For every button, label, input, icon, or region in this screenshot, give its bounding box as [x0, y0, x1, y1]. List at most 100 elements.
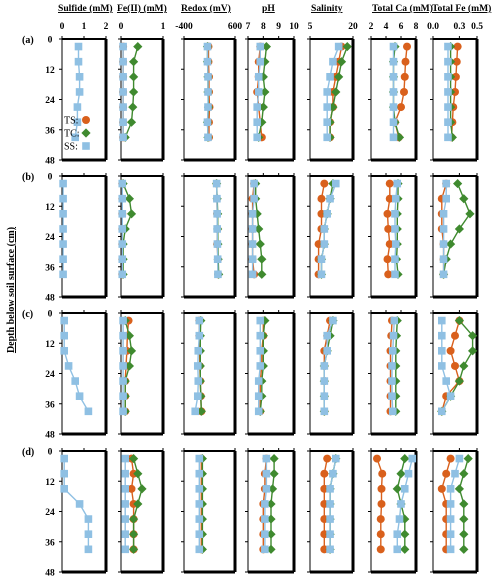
point-SS — [60, 347, 68, 355]
point-SS — [262, 485, 271, 493]
point-TC — [129, 57, 139, 67]
y-tick-label: 24 — [45, 508, 55, 518]
x-tick-label: 4 — [384, 22, 389, 32]
subplot — [245, 310, 296, 436]
point-TC — [459, 194, 469, 204]
y-tick-label: 48 — [45, 569, 55, 579]
legend-label: TS: — [64, 116, 78, 127]
point-TC — [129, 87, 139, 97]
point-TC — [465, 209, 475, 219]
x-tick-label: 0 — [119, 22, 124, 32]
point-SS — [262, 469, 271, 478]
x-tick-label: 7 — [246, 22, 251, 32]
y-axis-title: Depth below soil surface (cm) — [6, 227, 17, 353]
point-TC — [459, 514, 469, 524]
point-SS — [59, 270, 67, 279]
point-SS — [329, 469, 337, 478]
point-SS — [121, 515, 129, 523]
point-TC — [454, 484, 464, 494]
point-SS — [254, 407, 263, 416]
subplot: 0 12 24 36 48 — [45, 173, 108, 304]
point-SS — [320, 392, 329, 400]
column-headers: Sulfide (mM) Fe(II) (mM) Redox (mV) pH Salin… — [58, 3, 491, 14]
point-SS — [320, 225, 329, 233]
point-SS — [254, 377, 263, 385]
point-TC — [128, 102, 138, 112]
point-SS — [64, 362, 73, 370]
point-SS — [442, 179, 450, 188]
point-SS — [213, 194, 221, 203]
point-SS — [119, 42, 127, 51]
subplot — [307, 173, 355, 299]
point-TC — [129, 72, 139, 82]
legend-label: SS: — [64, 142, 78, 153]
subplot — [307, 310, 355, 436]
point-SS — [121, 454, 129, 463]
point-TC — [392, 484, 402, 494]
point-SS — [439, 240, 448, 248]
point-TS — [385, 179, 394, 188]
point-SS — [73, 103, 82, 111]
subplot: 0 12 24 36 48 — [45, 448, 108, 579]
point-SS — [250, 194, 258, 203]
point-SS — [261, 515, 269, 523]
subplot — [430, 310, 479, 436]
point-TS — [401, 57, 410, 66]
point-TS — [400, 72, 409, 81]
subplot — [118, 173, 165, 299]
point-TS — [385, 194, 394, 203]
point-TC — [124, 194, 134, 204]
point-SS — [74, 57, 83, 66]
point-TC — [342, 41, 352, 52]
point-SS — [323, 88, 331, 96]
legend-marker-TC — [81, 128, 91, 138]
x-tick-label: 2 — [104, 22, 109, 32]
x-tick-label: 0.3 — [453, 22, 465, 32]
point-SS — [326, 194, 334, 203]
panel-label: (c) — [22, 309, 33, 320]
point-TS — [400, 87, 408, 96]
point-SS — [391, 225, 399, 233]
point-SS — [119, 57, 127, 66]
x-tick-label: 1 — [82, 22, 87, 32]
point-SS — [119, 392, 127, 400]
point-TC — [266, 514, 276, 524]
point-TC — [129, 529, 139, 539]
point-TS — [385, 240, 394, 249]
point-SS — [193, 392, 202, 400]
point-SS — [118, 210, 127, 218]
subplot — [307, 448, 355, 574]
point-SS — [193, 362, 202, 370]
point-SS — [203, 42, 212, 51]
point-SS — [256, 347, 265, 355]
point-SS — [400, 485, 409, 493]
point-SS — [195, 316, 204, 325]
point-TC — [129, 514, 139, 524]
point-TC — [459, 544, 469, 554]
point-TC — [196, 406, 206, 416]
point-SS — [439, 255, 448, 263]
point-SS — [256, 57, 265, 66]
point-SS — [119, 347, 127, 355]
point-SS — [391, 210, 399, 218]
x-tick-label: 5 — [308, 22, 313, 32]
x-tick-label: 0.5 — [471, 22, 483, 32]
point-TC — [267, 484, 278, 494]
point-SS — [204, 88, 212, 96]
point-TC — [257, 269, 267, 279]
point-SS — [119, 362, 127, 370]
y-tick-label: 0 — [48, 36, 53, 46]
point-SS — [444, 133, 452, 142]
point-SS — [253, 103, 261, 111]
point-SS — [256, 362, 265, 370]
point-SS — [393, 530, 402, 538]
point-SS — [261, 530, 269, 538]
point-SS — [118, 255, 127, 263]
y-tick-label: 12 — [45, 66, 55, 76]
point-SS — [59, 255, 67, 263]
x-tick-label: -400 — [175, 22, 193, 32]
point-SS — [444, 73, 452, 81]
point-SS — [446, 392, 455, 400]
